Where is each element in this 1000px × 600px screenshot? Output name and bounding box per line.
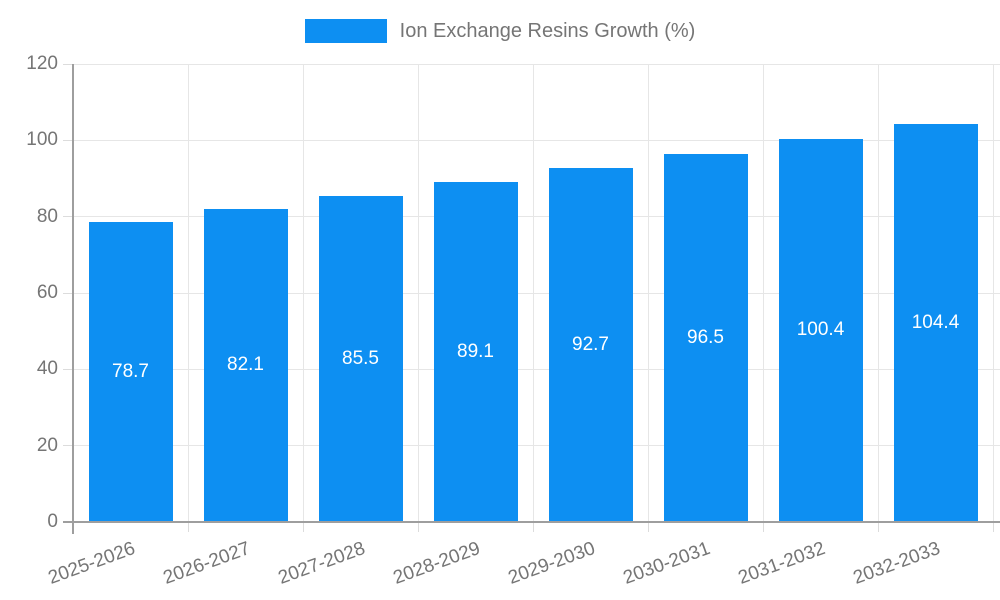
bar-value-label: 104.4 [911,311,960,333]
y-axis-tick-mark [63,63,73,65]
grid-line-horizontal [73,292,1000,294]
bar-value-label: 100.4 [796,319,845,341]
grid-line-vertical [532,64,534,522]
y-tick-label: 100 [26,129,58,151]
bar: 85.5 [318,195,403,522]
x-axis-tick-mark [417,522,419,532]
y-tick-label: 40 [36,358,58,380]
y-tick-label: 0 [47,511,58,532]
y-tick-label: 80 [36,205,58,227]
bar-value-label: 82.1 [227,354,264,376]
legend-swatch [304,19,387,43]
grid-line-horizontal [73,445,1000,447]
bar: 78.7 [88,221,173,522]
bar: 82.1 [203,208,288,522]
x-axis-line [63,521,1000,523]
x-axis-tick-mark [877,522,879,532]
x-axis-tick-mark [532,522,534,532]
x-tick-label-text: 2031-2032 [735,538,828,589]
y-axis-tick-mark [63,292,73,294]
x-axis-tick-mark [762,522,764,532]
bar: 100.4 [778,138,863,522]
y-tick-label: 60 [36,282,58,303]
bar-value-label: 78.7 [112,360,149,382]
grid-line-vertical [417,64,419,522]
grid-line-horizontal [73,368,1000,370]
x-tick-label-text: 2025-2026 [45,538,138,589]
x-axis-tick-mark [302,522,304,532]
grid-line-vertical [762,64,764,522]
grid-line-vertical [187,64,189,522]
grid-line-vertical [877,64,879,522]
x-axis-tick-mark [992,522,994,532]
grid-line-horizontal [73,63,1000,65]
bar-value-label: 85.5 [342,347,379,369]
chart-legend[interactable]: Ion Exchange Resins Growth (%) [0,16,1000,46]
x-tick-label-text: 2026-2027 [160,538,253,589]
bar: 92.7 [548,168,633,522]
grid-line-vertical [647,64,649,522]
x-tick-label-text: 2028-2029 [390,538,483,589]
legend-label: Ion Exchange Resins Growth (%) [399,19,696,42]
grid-line-horizontal [73,139,1000,141]
x-axis-tick-mark [647,522,649,532]
y-axis-line [72,64,74,534]
bar: 89.1 [433,181,518,522]
grid-line-vertical [302,64,304,522]
bar: 104.4 [893,123,978,522]
x-tick-label-text: 2032-2033 [850,538,943,589]
y-axis-tick-mark [63,216,73,218]
x-tick-label-text: 2030-2031 [620,538,713,589]
grid-line-horizontal [73,216,1000,218]
x-axis-tick-mark [187,522,189,532]
y-tick-label: 120 [26,53,58,74]
x-tick-label-text: 2029-2030 [505,538,598,589]
y-axis-tick-mark [63,368,73,370]
grid-line-vertical [992,64,994,522]
bar: 96.5 [663,153,748,522]
y-tick-label: 20 [36,434,58,456]
bar-value-label: 92.7 [572,334,609,356]
y-axis-tick-mark [63,139,73,141]
bar-value-label: 96.5 [687,326,724,348]
bar-value-label: 89.1 [457,340,494,362]
y-axis-tick-mark [63,445,73,447]
x-tick-label-text: 2027-2028 [275,538,368,589]
